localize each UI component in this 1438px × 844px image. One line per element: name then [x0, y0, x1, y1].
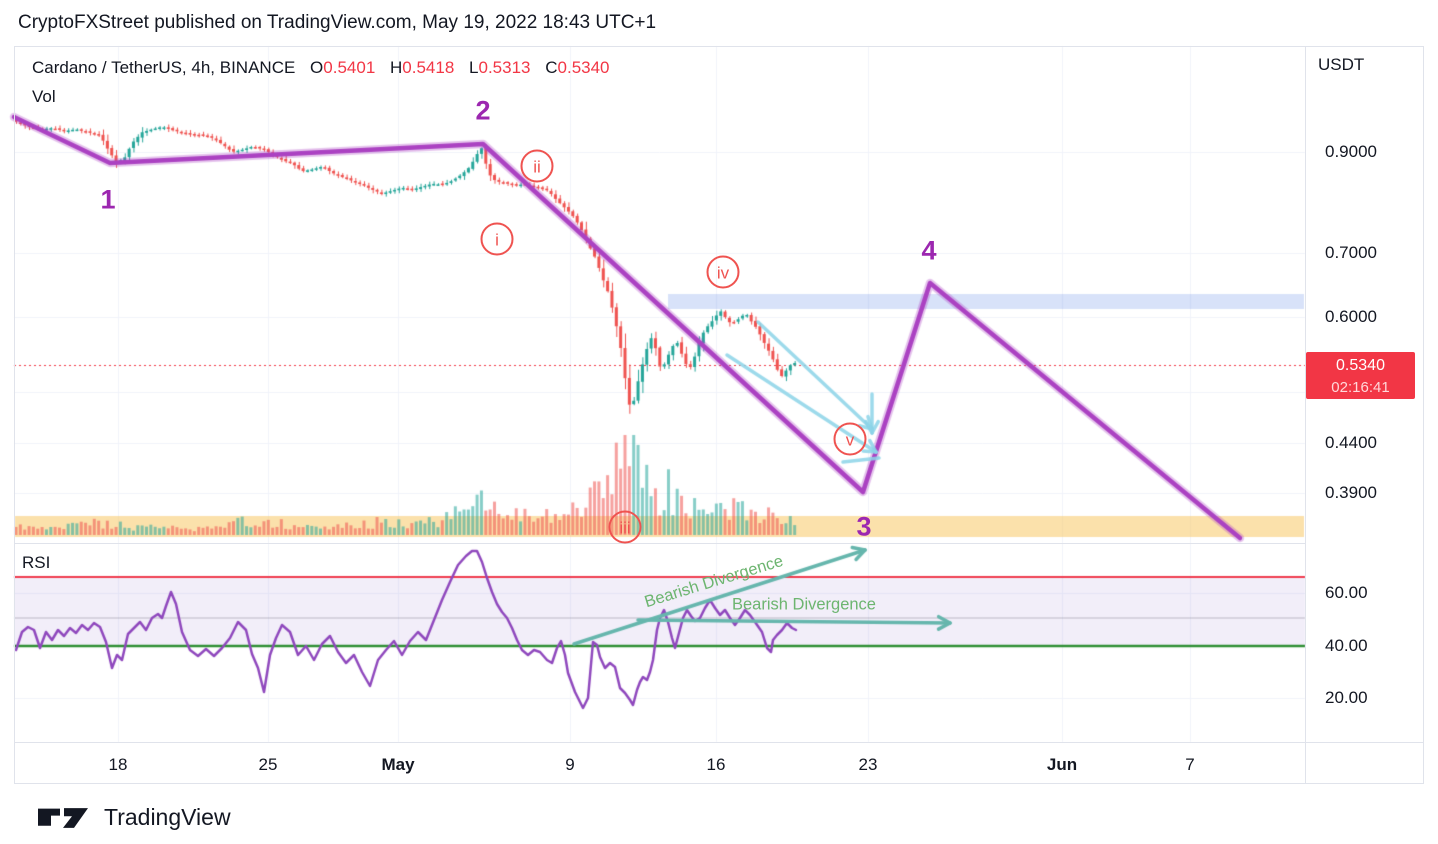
last-price-value: 0.5340: [1336, 357, 1385, 374]
tradingview-logo-text: TradingView: [104, 803, 231, 830]
symbol-title: Cardano / TetherUS, 4h, BINANCE: [32, 58, 296, 77]
time-axis-label: 7: [1185, 755, 1195, 774]
rsi-axis-label: 40.00: [1325, 636, 1368, 655]
price-axis-label: 0.6000: [1325, 307, 1377, 326]
subwave-circle-i[interactable]: i: [480, 222, 514, 256]
bar-countdown: 02:16:41: [1331, 379, 1390, 397]
ohlc-open-label: O: [310, 58, 324, 77]
price-axis-label: 0.9000: [1325, 142, 1377, 161]
wave-number-4[interactable]: 4: [921, 235, 937, 266]
symbol-legend[interactable]: Cardano / TetherUS, 4h, BINANCE O0.5401 …: [32, 58, 610, 78]
time-axis-label: 16: [706, 755, 726, 774]
chart-frame: [14, 46, 1424, 784]
wave-number-1[interactable]: 1: [100, 184, 116, 215]
time-axis-label: 23: [858, 755, 878, 774]
wave-number-2[interactable]: 2: [475, 95, 491, 126]
tradingview-logo-icon: [38, 808, 88, 828]
publisher-header: CryptoFXStreet published on TradingView.…: [18, 12, 657, 33]
price-axis-separator: [1305, 46, 1306, 784]
ohlc-high-value: 0.5418: [402, 58, 455, 77]
ohlc-high-label: H: [390, 58, 403, 77]
ohlc-open-value: 0.5401: [323, 58, 376, 77]
time-axis-separator: [14, 742, 1424, 743]
wave-number-3[interactable]: 3: [856, 511, 872, 542]
time-axis-label: 25: [258, 755, 278, 774]
subwave-circle-iii[interactable]: iii: [608, 510, 642, 544]
subwave-circle-ii[interactable]: ii: [520, 149, 554, 183]
time-axis-label: May: [381, 755, 415, 774]
time-axis-label: Jun: [1046, 755, 1078, 774]
ohlc-low-label: L: [469, 58, 479, 77]
bearish-divergence-label-horizontal: Bearish Divergence: [732, 595, 876, 614]
time-axis-label: 18: [108, 755, 128, 774]
ohlc-low-value: 0.5313: [478, 58, 531, 77]
price-axis-label: 0.3900: [1325, 483, 1377, 502]
pane-separator[interactable]: [14, 543, 1305, 544]
subwave-circle-v[interactable]: v: [833, 422, 867, 456]
time-axis-label: 9: [565, 755, 575, 774]
price-axis-label: 0.7000: [1325, 243, 1377, 262]
volume-legend[interactable]: Vol: [32, 87, 56, 106]
price-axis-currency: USDT: [1318, 55, 1365, 74]
price-axis-label: 0.4400: [1325, 433, 1377, 452]
rsi-axis-label: 20.00: [1325, 688, 1368, 707]
rsi-axis-label: 60.00: [1325, 583, 1368, 602]
subwave-circle-iv[interactable]: iv: [706, 255, 740, 289]
rsi-legend[interactable]: RSI: [22, 553, 51, 572]
last-price-tag: 0.5340 02:16:41: [1306, 352, 1415, 399]
tradingview-logo[interactable]: TradingView: [36, 800, 231, 834]
ohlc-close-label: C: [545, 58, 558, 77]
ohlc-close-value: 0.5340: [557, 58, 610, 77]
